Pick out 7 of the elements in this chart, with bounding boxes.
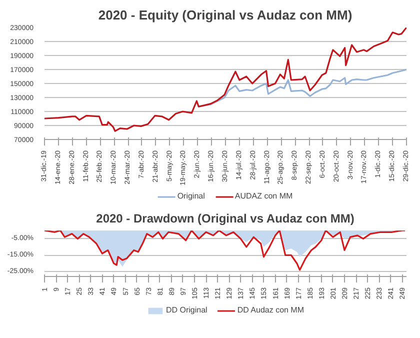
line-series <box>44 28 406 132</box>
legend-label: AUDAZ con MM <box>234 192 293 200</box>
legend-label: Original <box>177 192 205 200</box>
chart-title: 2020 - Drawdown (Original vs Audaz con MM) <box>96 212 354 226</box>
chart-title: 2020 - Equity (Original vs Audaz con MM) <box>98 8 352 22</box>
legend-label: DD Audaz con MM <box>237 306 304 314</box>
legend-label: DD Original <box>166 306 208 314</box>
